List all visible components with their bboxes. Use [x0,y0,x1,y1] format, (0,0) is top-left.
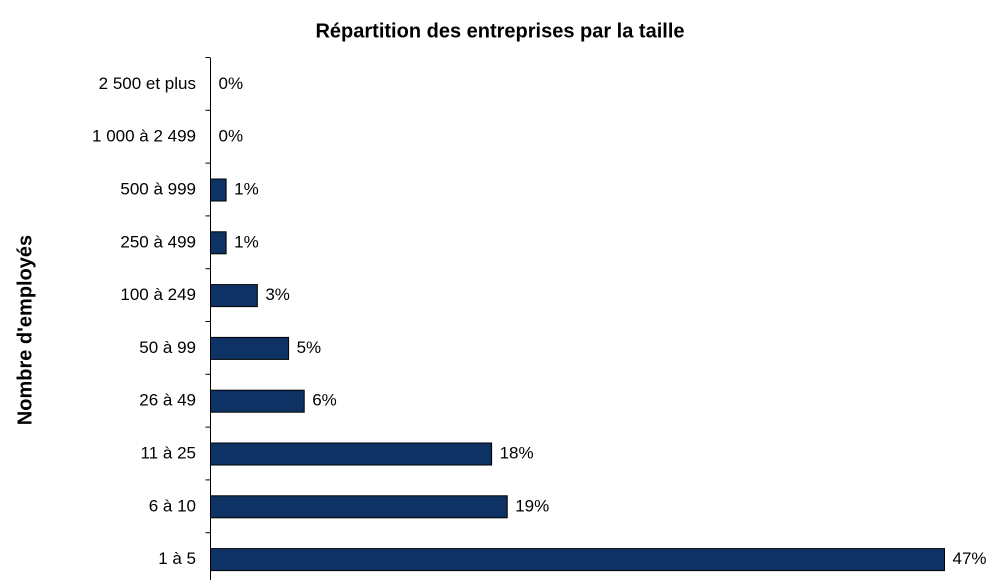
bar [210,548,945,572]
y-tick-label: 1 à 5 [158,549,196,568]
bar [210,389,305,413]
y-tick-label: 50 à 99 [139,338,196,357]
chart-title: Répartition des entreprises par la taill… [315,20,684,42]
y-tick-label: 500 à 999 [120,179,196,198]
bar [210,178,227,202]
y-tick-label: 11 à 25 [141,443,196,462]
y-tick-label: 6 à 10 [149,496,196,515]
bar [210,284,258,308]
y-tick-label: 26 à 49 [139,391,196,410]
value-label: 5% [297,338,322,357]
value-label: 1% [234,179,259,198]
y-axis-label: Nombre d'employés [14,235,36,425]
value-label: 18% [500,443,534,462]
y-tick-label: 100 à 249 [120,285,196,304]
y-tick-label: 250 à 499 [120,232,196,251]
y-tick-label: 1 000 à 2 499 [92,127,196,146]
bar [210,231,227,255]
value-label: 6% [312,391,337,410]
bar [210,495,508,519]
y-tick-label: 2 500 et plus [99,74,196,93]
value-label: 1% [234,232,259,251]
bar [210,442,493,466]
value-label: 47% [953,549,987,568]
value-label: 0% [219,127,244,146]
value-label: 3% [265,285,290,304]
value-label: 0% [219,74,244,93]
value-label: 19% [515,496,549,515]
bar [210,336,290,360]
